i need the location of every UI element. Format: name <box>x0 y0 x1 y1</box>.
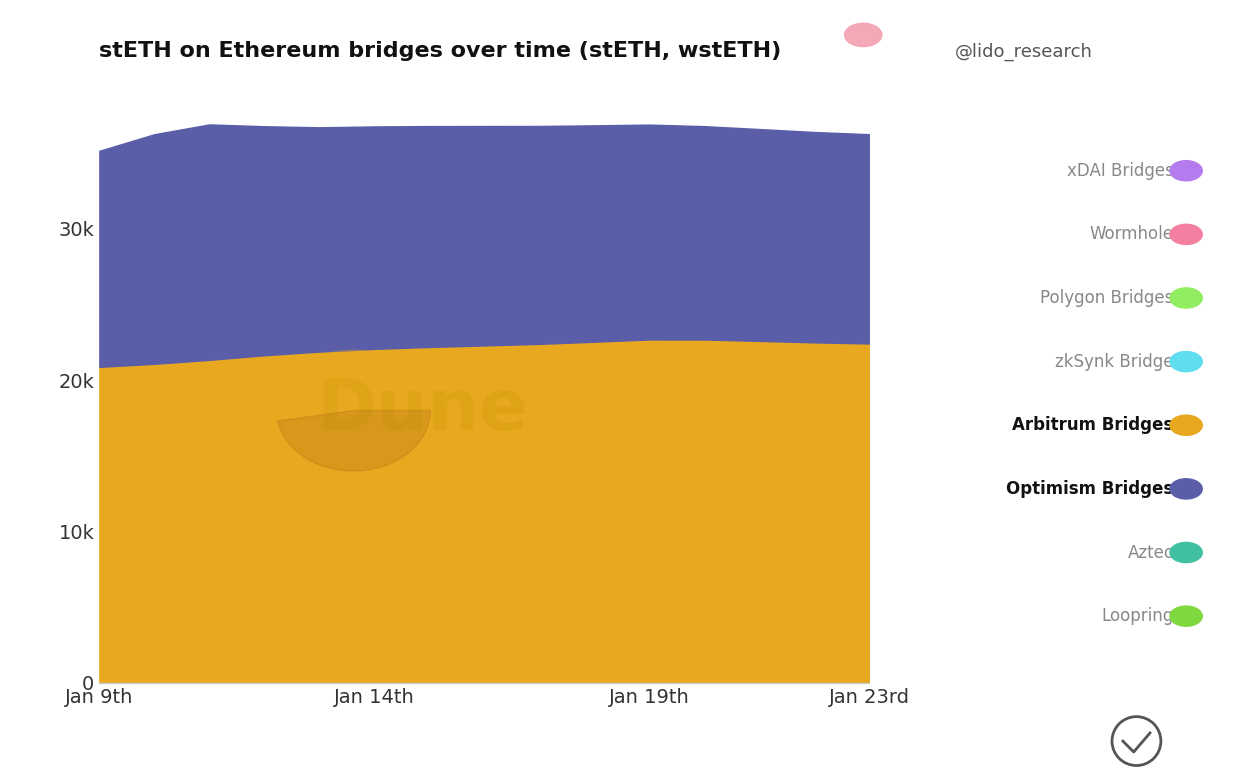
Text: Optimism Bridges: Optimism Bridges <box>1006 480 1174 498</box>
Text: stETH on Ethereum bridges over time (stETH, wstETH): stETH on Ethereum bridges over time (stE… <box>99 41 781 61</box>
Circle shape <box>277 350 431 471</box>
Wedge shape <box>278 411 431 471</box>
Text: Arbitrum Bridges: Arbitrum Bridges <box>1012 416 1174 435</box>
Text: zkSynk Bridge: zkSynk Bridge <box>1056 352 1174 371</box>
Text: Dune: Dune <box>317 376 529 445</box>
Text: @lido_research: @lido_research <box>955 43 1093 61</box>
Text: Polygon Bridges: Polygon Bridges <box>1041 289 1174 307</box>
Text: xDAI Bridges: xDAI Bridges <box>1067 161 1174 180</box>
Text: Aztec: Aztec <box>1128 543 1174 562</box>
Text: Wormhole: Wormhole <box>1089 225 1174 244</box>
Text: Loopring: Loopring <box>1102 607 1174 625</box>
